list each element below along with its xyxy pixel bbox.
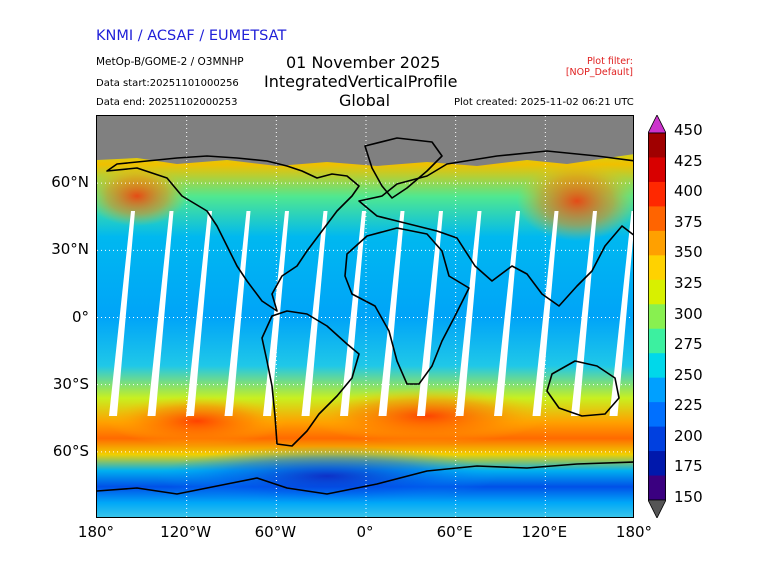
colorbar-max-arrow	[647, 114, 667, 134]
orbit-gap	[571, 211, 597, 416]
latitude-tick-label: 60°S	[52, 441, 89, 460]
coast-africa	[344, 227, 470, 385]
colorbar-min-arrow	[647, 499, 667, 519]
colorbar-tick-label: 400	[674, 182, 703, 201]
coastlines	[97, 137, 633, 495]
plot-filter-title: Plot filter:	[586, 56, 633, 67]
orbit-gap	[532, 211, 559, 416]
colorbar-band	[648, 157, 666, 183]
coast-eurasia	[358, 150, 633, 307]
latitude-tick-label: 30°N	[51, 240, 89, 259]
colorbar-band	[648, 206, 666, 232]
high-ozone-alaska	[97, 166, 187, 226]
colorbar	[647, 114, 667, 519]
coast-australia	[546, 360, 620, 417]
latitude-tick-label: 0°	[71, 307, 89, 326]
orbit-gap	[147, 211, 174, 416]
polar-night-no-data	[97, 116, 633, 166]
colorbar-band	[648, 353, 666, 379]
colorbar-tick-label: 275	[674, 335, 703, 354]
orbit-gap	[494, 211, 520, 416]
colorbar-tick-label: 350	[674, 243, 703, 262]
orbit-gap	[109, 211, 135, 416]
high-ozone-south-pacific	[107, 396, 287, 446]
orbit-gap	[263, 211, 289, 416]
longitude-tick-label: 0°	[356, 523, 374, 541]
colorbar-tick-label: 150	[674, 488, 703, 506]
colorbar-band	[648, 426, 666, 452]
colorbar-tick-label: 450	[674, 121, 703, 139]
colorbar-band	[648, 328, 666, 354]
longitude-tick-label: 120°E	[521, 523, 568, 541]
ozone-hole	[157, 446, 497, 506]
coast-south-america	[261, 310, 360, 447]
colorbar-tick-label: 425	[674, 151, 703, 170]
colorbar-band	[648, 451, 666, 477]
plot-created-label: Plot created: 2025-11-02 06:21 UTC	[454, 97, 634, 108]
colorbar-band	[648, 255, 666, 281]
title-region: Global	[339, 91, 391, 110]
orbit-gap	[301, 211, 328, 416]
orbit-gaps	[109, 211, 633, 416]
colorbar-tick-label: 200	[674, 426, 703, 445]
title-date: 01 November 2025	[286, 53, 441, 72]
orbit-gap	[378, 211, 405, 416]
colorbar-tick-label: 375	[674, 212, 703, 231]
colorbar-band	[648, 181, 666, 207]
colorbar-band	[648, 377, 666, 403]
title-quantity: IntegratedVerticalProfile	[264, 72, 458, 91]
high-ozone-nw-pacific	[517, 161, 633, 241]
colorbar-band	[648, 133, 666, 158]
orbit-gap	[340, 211, 366, 416]
colorbar-band	[648, 230, 666, 256]
orbit-gap	[455, 211, 482, 416]
data-start-label: Data start:20251101000256	[96, 78, 239, 89]
colorbar-band	[648, 279, 666, 305]
colorbar-tick-label: 250	[674, 365, 703, 384]
colorbar-tick-label: 225	[674, 396, 703, 415]
graticule	[97, 116, 633, 517]
longitude-tick-label: 180°	[615, 523, 653, 541]
coast-north-america	[106, 155, 360, 312]
latitude-tick-label: 30°S	[52, 374, 89, 393]
colorbar-bands	[648, 132, 666, 501]
product-label: MetOp-B/GOME-2 / O3MNHP	[96, 56, 244, 68]
coast-antarctica	[97, 461, 633, 495]
colorbar-band	[648, 402, 666, 428]
plot-filter: Plot filter: [NOP_Default]	[566, 56, 633, 78]
colorbar-band	[648, 475, 666, 501]
longitude-tick-label: 60°E	[436, 523, 473, 541]
orbit-gap	[186, 211, 212, 416]
high-ozone-south-atlantic	[307, 388, 547, 444]
longitude-tick-label: 180°	[77, 523, 115, 541]
orbit-gap	[609, 211, 633, 416]
plot-filter-value: [NOP_Default]	[565, 67, 633, 78]
data-end-label: Data end: 20251102000253	[96, 97, 238, 108]
colorbar-tick-label: 325	[674, 273, 703, 292]
orbit-gap	[417, 211, 443, 416]
agency-label: KNMI / ACSAF / EUMETSAT	[96, 28, 287, 44]
ozone-map	[96, 115, 634, 518]
coast-greenland	[364, 137, 443, 199]
longitude-tick-label: 120°W	[160, 523, 212, 541]
orbit-gap	[224, 211, 251, 416]
longitude-tick-label: 60°W	[254, 523, 297, 541]
colorbar-tick-label: 300	[674, 304, 703, 323]
colorbar-band	[648, 304, 666, 330]
colorbar-tick-label: 175	[674, 457, 703, 476]
latitude-tick-label: 60°N	[51, 173, 89, 192]
